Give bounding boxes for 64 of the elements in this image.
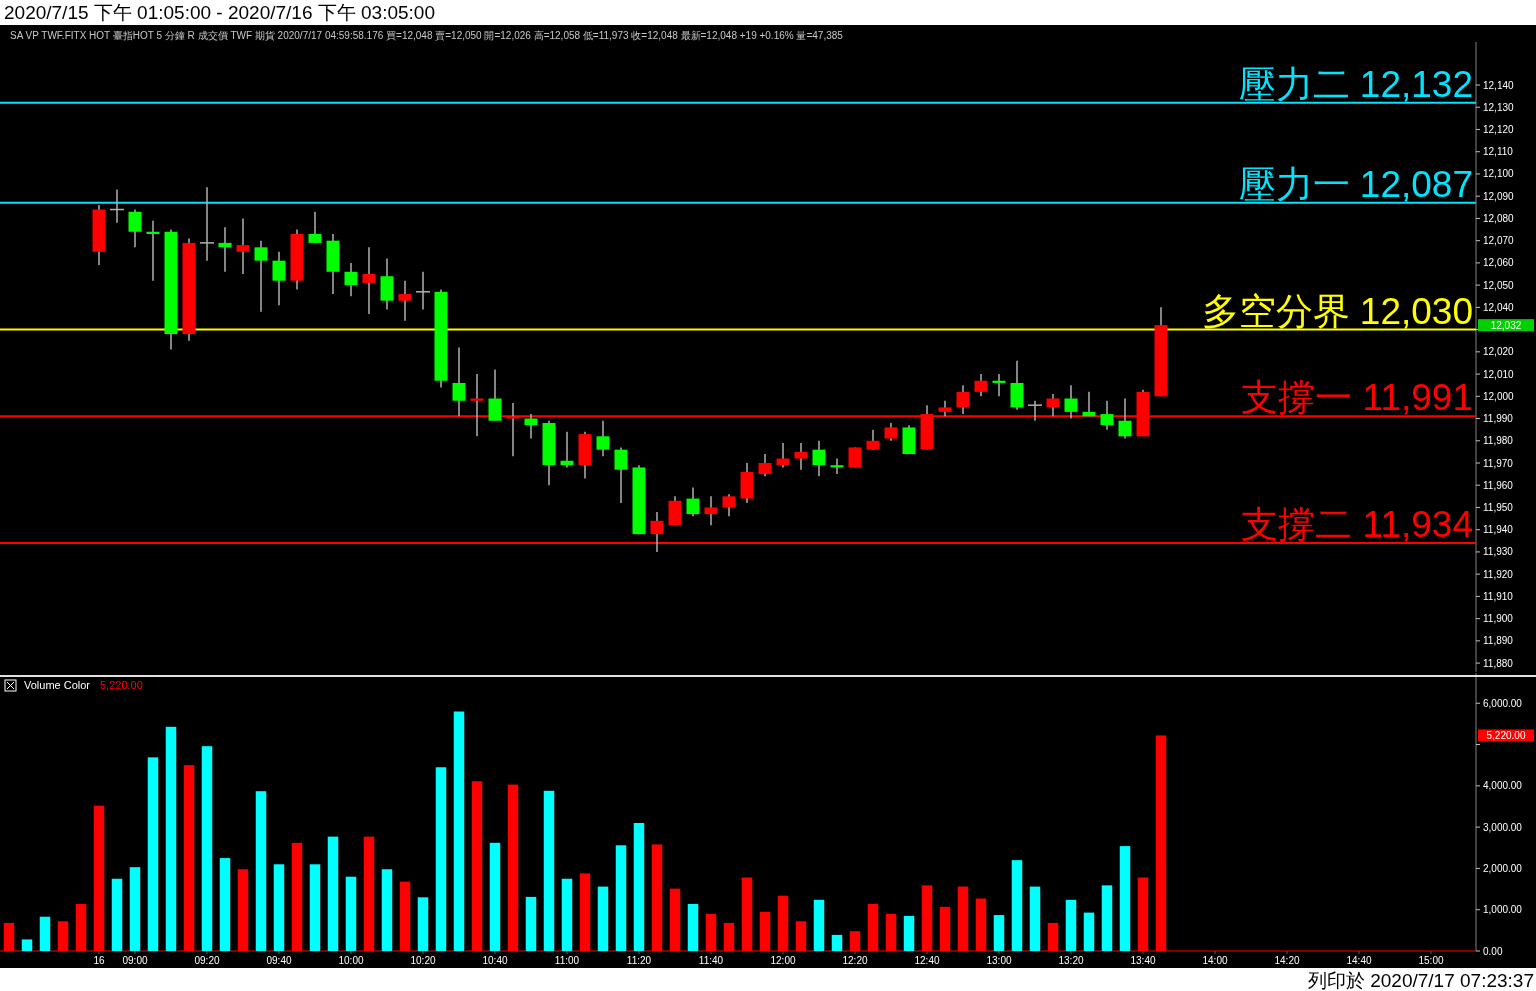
y-tick-label: 11,970 bbox=[1483, 457, 1514, 469]
y-tick-label: 11,910 bbox=[1483, 590, 1514, 602]
x-tick-label: 10:00 bbox=[338, 955, 364, 966]
ref-line-label: 支撐一 11,991 bbox=[1241, 377, 1473, 419]
y-tick-label: 3,000.00 bbox=[1483, 821, 1523, 833]
x-tick-label: 10:20 bbox=[410, 955, 436, 966]
y-tick-label: 11,960 bbox=[1483, 479, 1514, 491]
y-tick-label: 12,080 bbox=[1483, 212, 1515, 224]
chart-title: Volume Color bbox=[24, 679, 91, 691]
x-tick-label: 11:20 bbox=[626, 955, 652, 966]
x-tick-label: 13:40 bbox=[1130, 955, 1156, 966]
y-tick-label: 1,000.00 bbox=[1483, 904, 1523, 916]
chart-title: 2020/7/15 下午 01:05:00 - 2020/7/16 下午 03:05:00 bbox=[4, 2, 435, 23]
y-tick-label: 12,020 bbox=[1483, 346, 1515, 358]
x-tick-label: 15:00 bbox=[1418, 955, 1444, 966]
y-tick-label: 4,000.00 bbox=[1483, 780, 1523, 792]
x-tick-label: 09:00 bbox=[122, 955, 148, 966]
y-tick-label: 12,050 bbox=[1483, 279, 1515, 291]
text: 5,220.00 bbox=[1486, 730, 1526, 742]
y-tick-label: 11,940 bbox=[1483, 524, 1514, 536]
ref-line-label: 支撐二 11,934 bbox=[1241, 504, 1473, 546]
y-tick-label: 0.00 bbox=[1483, 945, 1503, 957]
x-tick-label: 13:00 bbox=[986, 955, 1012, 966]
x-tick-label: 16 bbox=[93, 955, 105, 966]
y-tick-label: 12,010 bbox=[1483, 368, 1515, 380]
chart-subtitle: SA VP TWF.FITX HOT 臺指HOT 5 分鐘 R 成交價 TWF 期貨 2020/7/17 04:59:58.176 買=12,048 賣=12,050 開=12,026 高=12,058 低=11,973 收=12,048 最新=12,048 +19 +0.16% 量=47,385 bbox=[10, 30, 844, 41]
y-tick-label: 11,900 bbox=[1483, 613, 1514, 625]
annotation: 5,220.00 bbox=[100, 679, 143, 691]
y-tick-label: 12,090 bbox=[1483, 190, 1515, 202]
x-tick-label: 13:20 bbox=[1058, 955, 1084, 966]
ref-line-label: 壓力二 12,132 bbox=[1238, 63, 1473, 105]
y-tick-label: 12,100 bbox=[1483, 168, 1515, 180]
x-tick-label: 12:00 bbox=[770, 955, 796, 966]
y-tick-label: 11,880 bbox=[1483, 657, 1514, 669]
y-tick-label: 11,950 bbox=[1483, 501, 1514, 513]
y-tick-label: 12,130 bbox=[1483, 101, 1515, 113]
y-tick-label: 2,000.00 bbox=[1483, 862, 1523, 874]
y-tick-label: 12,040 bbox=[1483, 301, 1515, 313]
x-tick-label: 14:40 bbox=[1346, 955, 1372, 966]
ref-line-label: 多空分界 12,030 bbox=[1201, 290, 1473, 332]
y-tick-label: 12,000 bbox=[1483, 390, 1515, 402]
x-tick-label: 12:40 bbox=[914, 955, 940, 966]
x-tick-label: 14:20 bbox=[1274, 955, 1300, 966]
y-tick-label: 12,110 bbox=[1483, 146, 1514, 158]
y-tick-label: 6,000.00 bbox=[1483, 697, 1523, 709]
text: 12,032 bbox=[1490, 320, 1522, 332]
x-tick-label: 11:40 bbox=[698, 955, 724, 966]
y-tick-label: 12,070 bbox=[1483, 235, 1515, 247]
y-tick-label: 11,930 bbox=[1483, 546, 1514, 558]
y-tick-label: 12,140 bbox=[1483, 79, 1515, 91]
x-tick-label: 09:40 bbox=[266, 955, 292, 966]
x-tick-label: 10:40 bbox=[482, 955, 508, 966]
x-tick-label: 09:20 bbox=[194, 955, 220, 966]
y-tick-label: 11,990 bbox=[1483, 413, 1514, 425]
x-tick-label: 14:00 bbox=[1202, 955, 1228, 966]
y-tick-label: 12,060 bbox=[1483, 257, 1515, 269]
x-tick-label: 12:20 bbox=[842, 955, 868, 966]
y-tick-label: 11,980 bbox=[1483, 435, 1514, 447]
y-tick-label: 11,920 bbox=[1483, 568, 1514, 580]
y-tick-label: 11,890 bbox=[1483, 635, 1514, 647]
x-tick-label: 11:00 bbox=[554, 955, 580, 966]
text: 列印於 2020/7/17 07:23:37 bbox=[1307, 970, 1534, 991]
ref-line-label: 壓力一 12,087 bbox=[1238, 163, 1473, 205]
y-tick-label: 12,120 bbox=[1483, 123, 1515, 135]
